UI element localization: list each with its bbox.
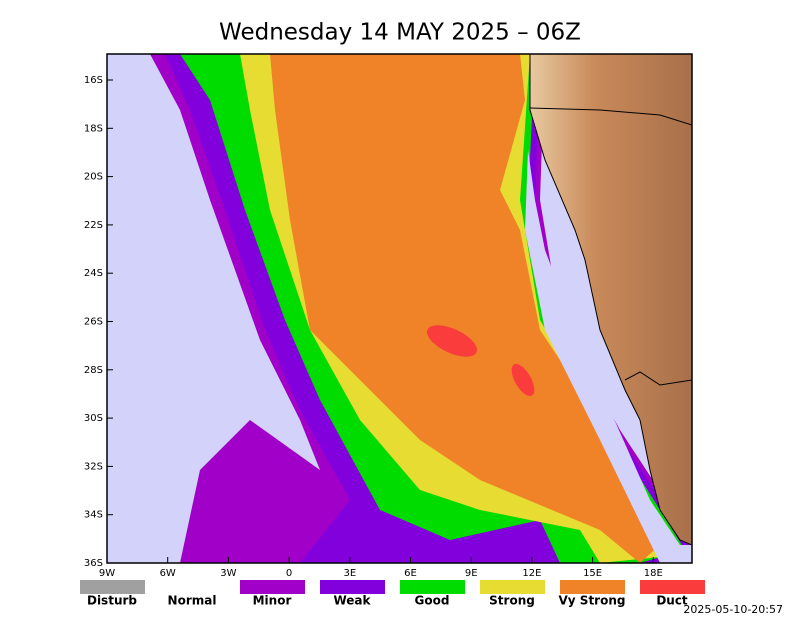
coastal-sea bbox=[525, 150, 692, 563]
lon-label: 3E bbox=[343, 568, 356, 579]
band-vy-strong bbox=[270, 54, 665, 563]
legend-swatch bbox=[240, 580, 305, 594]
legend-label: Strong bbox=[489, 594, 535, 608]
map-area bbox=[107, 54, 692, 563]
lon-label: 15E bbox=[583, 568, 602, 579]
legend-label: Weak bbox=[333, 594, 371, 608]
lon-label: 0 bbox=[286, 568, 292, 579]
lat-label: 24S bbox=[84, 268, 103, 279]
lon-label: 9E bbox=[465, 568, 478, 579]
border bbox=[624, 371, 692, 386]
border bbox=[529, 107, 692, 126]
map-frame bbox=[106, 53, 693, 564]
lon-label: 6W bbox=[160, 568, 176, 579]
lon-label: 12E bbox=[522, 568, 541, 579]
lat-label: 18S bbox=[84, 123, 103, 134]
lat-label: 36S bbox=[84, 558, 103, 569]
lat-label: 20S bbox=[84, 172, 103, 183]
lon-label: 6E bbox=[404, 568, 417, 579]
lat-label: 30S bbox=[84, 413, 103, 424]
duct-patch bbox=[427, 325, 477, 357]
lat-label: 32S bbox=[84, 461, 103, 472]
legend-label: Duct bbox=[656, 594, 688, 608]
legend-label: Vy Strong bbox=[559, 594, 626, 608]
legend-swatch bbox=[80, 580, 145, 594]
map-title: Wednesday 14 MAY 2025 – 06Z bbox=[219, 20, 581, 46]
lat-label: 26S bbox=[84, 317, 103, 328]
lat-label: 16S bbox=[84, 75, 103, 86]
legend-label: Normal bbox=[168, 594, 217, 608]
timestamp: 2025-05-10-20:57 bbox=[683, 603, 783, 616]
lon-label: 18E bbox=[644, 568, 663, 579]
lon-label: 9W bbox=[99, 568, 115, 579]
legend-label: Good bbox=[415, 594, 450, 608]
lat-label: 34S bbox=[84, 510, 103, 521]
legend-swatch bbox=[160, 580, 225, 594]
legend-label: Minor bbox=[253, 594, 292, 608]
legend-swatch bbox=[640, 580, 705, 594]
legend-swatch bbox=[480, 580, 545, 594]
legend-swatch bbox=[560, 580, 625, 594]
lon-label: 3W bbox=[220, 568, 236, 579]
lat-label: 22S bbox=[84, 220, 103, 231]
legend-label: Disturb bbox=[87, 594, 137, 608]
legend-swatch bbox=[320, 580, 385, 594]
legend-swatch bbox=[400, 580, 465, 594]
land bbox=[529, 54, 692, 546]
duct-patch bbox=[511, 363, 535, 397]
lat-label: 28S bbox=[84, 365, 103, 376]
